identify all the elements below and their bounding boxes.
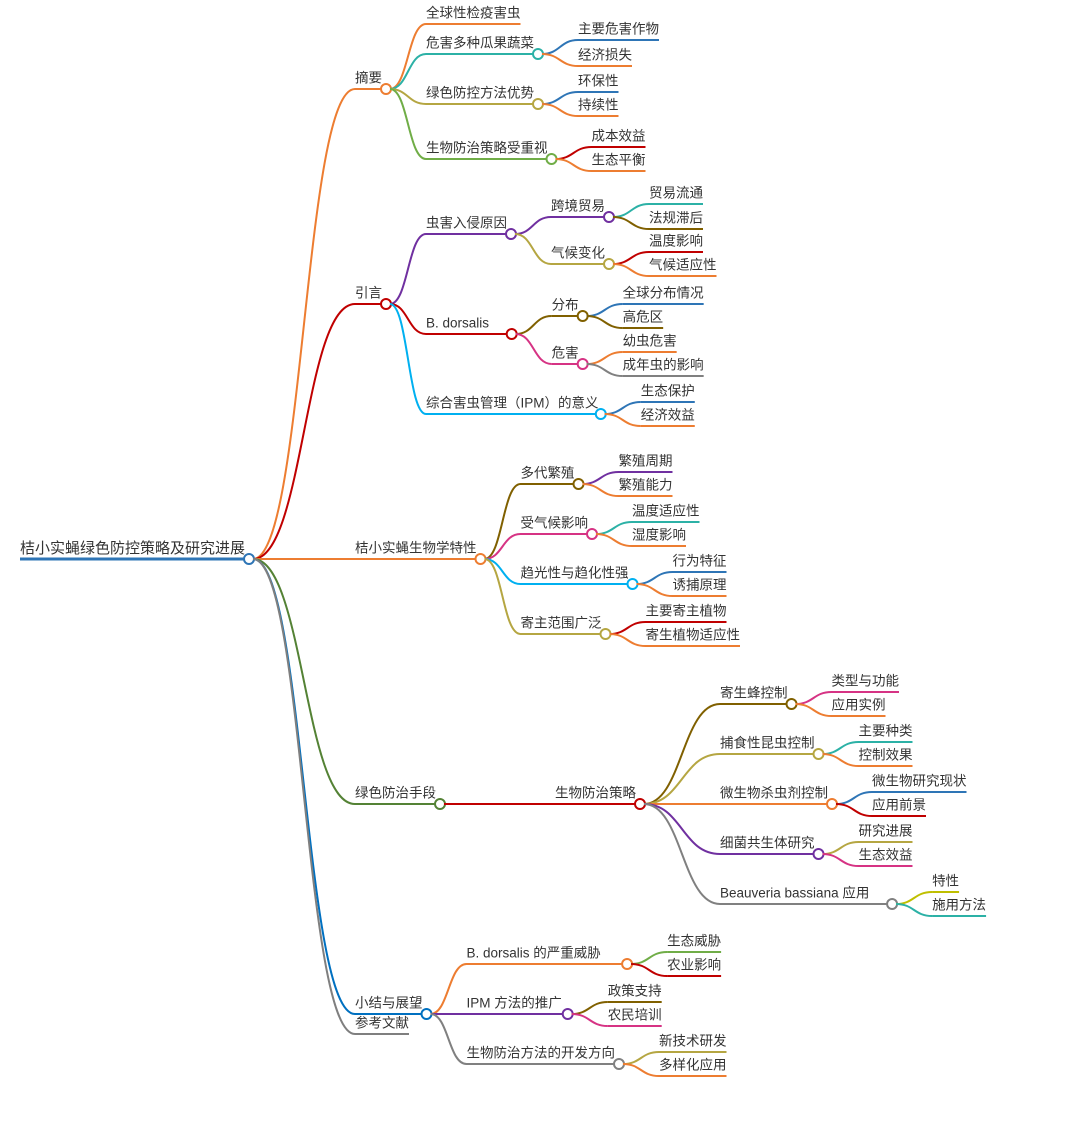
mindmap-node: 温度影响 bbox=[649, 234, 703, 249]
mindmap-node-l1: 绿色防治手段 bbox=[355, 785, 436, 801]
mindmap-node: 生态效益 bbox=[859, 848, 913, 863]
mindmap-node: 生态保护 bbox=[641, 384, 695, 399]
mindmap-node: 贸易流通 bbox=[649, 186, 703, 201]
mindmap-node-l2: B. dorsalis 的严重威胁 bbox=[467, 946, 601, 961]
mindmap-node: 政策支持 bbox=[608, 983, 662, 999]
mindmap-node: 经济损失 bbox=[578, 48, 632, 63]
mindmap-node-l2: 生物防治策略 bbox=[555, 785, 636, 801]
mindmap-node-l3: 危害 bbox=[552, 346, 579, 361]
mindmap-node-l2: 绿色防控方法优势 bbox=[426, 85, 534, 101]
mindmap-node: 生态平衡 bbox=[592, 153, 646, 168]
mindmap-node: 控制效果 bbox=[859, 748, 913, 763]
mindmap-node-l1: 参考文献 bbox=[355, 1015, 409, 1031]
mindmap-node: 寄生植物适应性 bbox=[646, 627, 741, 643]
mindmap-node: 高危区 bbox=[623, 309, 664, 325]
mindmap-node: 主要种类 bbox=[859, 724, 913, 739]
mindmap-canvas: 桔小实蝇绿色防控策略及研究进展摘要全球性检疫害虫危害多种瓜果蔬菜主要危害作物经济… bbox=[0, 0, 1088, 1127]
mindmap-node: 成年虫的影响 bbox=[623, 358, 704, 373]
mindmap-node: 主要寄主植物 bbox=[646, 603, 727, 619]
mindmap-node-l3: 寄生蜂控制 bbox=[720, 685, 788, 701]
mindmap-node: 诱捕原理 bbox=[673, 578, 727, 593]
mindmap-node: 新技术研发 bbox=[659, 1034, 727, 1049]
mindmap-node-l2: 寄主范围广泛 bbox=[521, 615, 602, 631]
mindmap-node: 应用实例 bbox=[832, 697, 886, 713]
mindmap-node-l2: 危害多种瓜果蔬菜 bbox=[426, 35, 534, 51]
mindmap-node-l2: B. dorsalis bbox=[426, 316, 489, 331]
mindmap-node: 幼虫危害 bbox=[623, 334, 677, 349]
mindmap-node: 施用方法 bbox=[932, 898, 986, 913]
mindmap-node: 温度适应性 bbox=[632, 503, 700, 519]
mindmap-node: 多样化应用 bbox=[659, 1057, 727, 1073]
mindmap-node: 农业影响 bbox=[667, 958, 721, 973]
mindmap-node: 繁殖周期 bbox=[619, 453, 673, 469]
mindmap-node-l1: 小结与展望 bbox=[355, 996, 423, 1011]
mindmap-node: 微生物研究现状 bbox=[872, 774, 967, 789]
mindmap-node: 生态威胁 bbox=[667, 934, 721, 949]
mindmap-node: 类型与功能 bbox=[832, 674, 900, 689]
mindmap-node: 气候适应性 bbox=[649, 257, 717, 273]
mindmap-node-l3: 微生物杀虫剂控制 bbox=[720, 786, 828, 801]
mindmap-node-l1: 摘要 bbox=[355, 70, 382, 86]
mindmap-node-l3: 分布 bbox=[552, 298, 579, 313]
mindmap-node: 繁殖能力 bbox=[619, 477, 673, 493]
mindmap-root: 桔小实蝇绿色防控策略及研究进展 bbox=[20, 540, 245, 557]
mindmap-node-l3: 气候变化 bbox=[551, 246, 605, 261]
mindmap-node-l2: 受气候影响 bbox=[521, 516, 589, 531]
mindmap-node: 持续性 bbox=[578, 98, 619, 113]
mindmap-node: 研究进展 bbox=[859, 824, 913, 839]
mindmap-node-l3: 捕食性昆虫控制 bbox=[720, 735, 815, 751]
mindmap-node: 农民培训 bbox=[608, 1008, 662, 1023]
mindmap-node-l3: 细菌共生体研究 bbox=[720, 836, 815, 851]
mindmap-node-l2: IPM 方法的推广 bbox=[467, 996, 562, 1011]
mindmap-node-l2: 全球性检疫害虫 bbox=[426, 5, 521, 21]
mindmap-node: 经济效益 bbox=[641, 408, 695, 423]
mindmap-node: 全球分布情况 bbox=[623, 285, 704, 301]
mindmap-node: 应用前景 bbox=[872, 797, 926, 813]
mindmap-node-l3: 跨境贸易 bbox=[551, 199, 605, 214]
mindmap-node: 环保性 bbox=[578, 74, 619, 89]
mindmap-node-l2: 生物防治方法的开发方向 bbox=[467, 1046, 616, 1061]
mindmap-node-l2: 生物防治策略受重视 bbox=[426, 140, 548, 156]
mindmap-node-l2: 综合害虫管理（IPM）的意义 bbox=[426, 395, 599, 411]
mindmap-node-l3: Beauveria bassiana 应用 bbox=[720, 885, 869, 901]
mindmap-node-l1: 桔小实蝇生物学特性 bbox=[355, 541, 477, 556]
mindmap-node-l2: 多代繁殖 bbox=[521, 465, 575, 481]
mindmap-node: 特性 bbox=[932, 874, 959, 889]
mindmap-node-l2: 趋光性与趋化性强 bbox=[521, 566, 629, 581]
mindmap-node: 法规滞后 bbox=[649, 211, 703, 226]
mindmap-node: 湿度影响 bbox=[632, 528, 686, 543]
mindmap-node-l2: 虫害入侵原因 bbox=[426, 215, 507, 231]
mindmap-node: 行为特征 bbox=[673, 554, 727, 569]
mindmap-node: 主要危害作物 bbox=[578, 22, 659, 37]
mindmap-node: 成本效益 bbox=[592, 129, 646, 144]
mindmap-node-l1: 引言 bbox=[355, 286, 382, 301]
